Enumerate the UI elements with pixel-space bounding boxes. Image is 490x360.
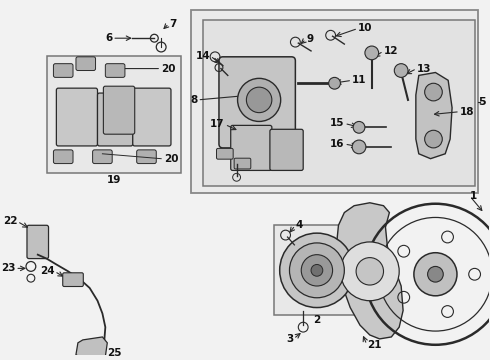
Text: 14: 14 bbox=[196, 51, 210, 61]
FancyBboxPatch shape bbox=[103, 86, 135, 134]
Text: 25: 25 bbox=[107, 348, 122, 357]
Text: 15: 15 bbox=[330, 118, 344, 129]
Text: 19: 19 bbox=[107, 175, 122, 185]
Bar bbox=[191, 10, 478, 193]
Circle shape bbox=[425, 83, 442, 101]
FancyBboxPatch shape bbox=[53, 64, 73, 77]
Text: 3: 3 bbox=[286, 334, 294, 344]
FancyBboxPatch shape bbox=[27, 225, 49, 258]
Text: 12: 12 bbox=[384, 46, 398, 56]
Text: 13: 13 bbox=[417, 64, 431, 73]
Text: 20: 20 bbox=[164, 154, 179, 164]
Circle shape bbox=[353, 121, 365, 133]
Text: 10: 10 bbox=[358, 23, 372, 33]
FancyBboxPatch shape bbox=[137, 150, 156, 163]
FancyBboxPatch shape bbox=[217, 148, 233, 159]
Circle shape bbox=[311, 265, 323, 276]
FancyBboxPatch shape bbox=[219, 57, 295, 148]
Circle shape bbox=[425, 130, 442, 148]
Circle shape bbox=[414, 253, 457, 296]
Text: 2: 2 bbox=[313, 315, 320, 325]
Text: 17: 17 bbox=[210, 120, 225, 129]
FancyBboxPatch shape bbox=[231, 125, 272, 170]
Text: 11: 11 bbox=[352, 75, 367, 85]
Circle shape bbox=[341, 242, 399, 301]
Circle shape bbox=[246, 87, 272, 113]
FancyBboxPatch shape bbox=[76, 57, 96, 71]
FancyBboxPatch shape bbox=[270, 129, 303, 170]
Circle shape bbox=[290, 243, 344, 298]
FancyBboxPatch shape bbox=[234, 158, 251, 169]
Bar bbox=[47, 56, 181, 174]
Text: 1: 1 bbox=[470, 191, 477, 201]
Text: 18: 18 bbox=[460, 107, 474, 117]
FancyBboxPatch shape bbox=[105, 64, 125, 77]
Text: 6: 6 bbox=[105, 33, 112, 43]
Bar bbox=[203, 19, 475, 186]
Circle shape bbox=[352, 140, 366, 154]
FancyBboxPatch shape bbox=[53, 150, 73, 163]
Text: 16: 16 bbox=[330, 139, 344, 149]
FancyBboxPatch shape bbox=[133, 88, 171, 146]
FancyBboxPatch shape bbox=[56, 88, 98, 146]
Text: 5: 5 bbox=[479, 97, 486, 107]
Text: 24: 24 bbox=[40, 266, 54, 276]
Circle shape bbox=[301, 255, 333, 286]
Polygon shape bbox=[337, 203, 403, 339]
Text: 21: 21 bbox=[367, 340, 381, 350]
Polygon shape bbox=[416, 72, 452, 159]
Circle shape bbox=[238, 78, 281, 121]
Text: 7: 7 bbox=[169, 18, 176, 28]
FancyBboxPatch shape bbox=[63, 273, 83, 287]
Text: 4: 4 bbox=[295, 220, 303, 230]
Text: 20: 20 bbox=[161, 64, 176, 73]
FancyBboxPatch shape bbox=[93, 150, 112, 163]
FancyBboxPatch shape bbox=[98, 93, 133, 146]
Text: 8: 8 bbox=[190, 95, 197, 105]
Text: 23: 23 bbox=[0, 264, 15, 273]
Circle shape bbox=[356, 258, 384, 285]
Polygon shape bbox=[76, 337, 107, 360]
Bar bbox=[274, 225, 360, 315]
Circle shape bbox=[329, 77, 341, 89]
Text: 9: 9 bbox=[306, 34, 313, 44]
Circle shape bbox=[365, 46, 379, 60]
Circle shape bbox=[280, 233, 354, 307]
Circle shape bbox=[428, 266, 443, 282]
Circle shape bbox=[394, 64, 408, 77]
Text: 22: 22 bbox=[2, 216, 17, 226]
